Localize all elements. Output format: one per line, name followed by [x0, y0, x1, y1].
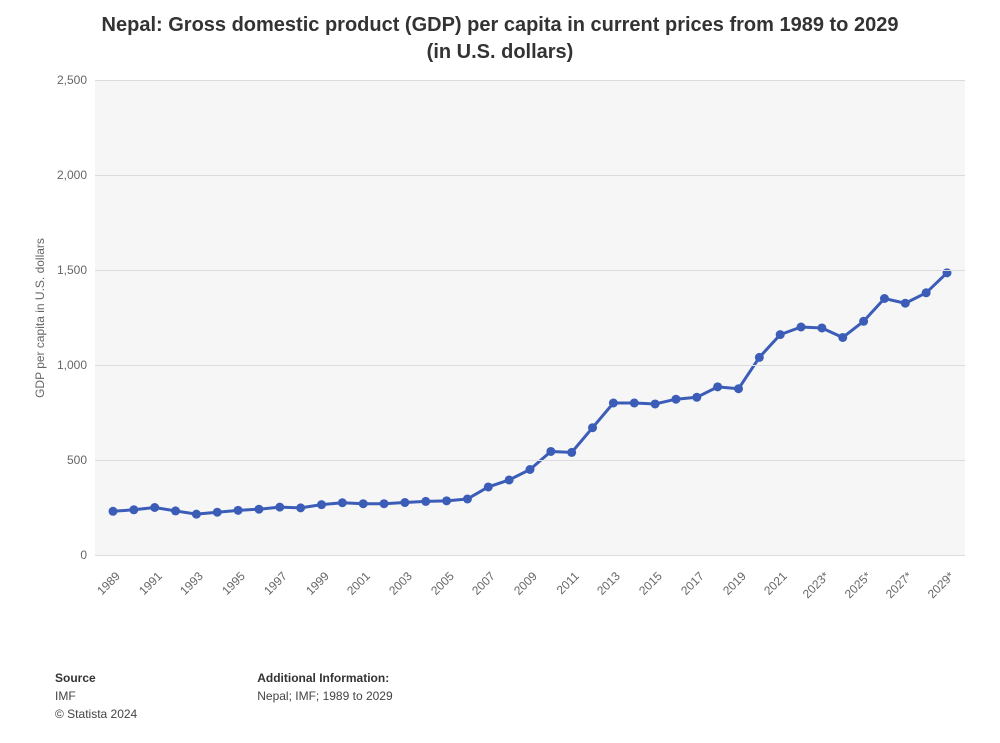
chart-title: Nepal: Gross domestic product (GDP) per … — [0, 0, 1000, 66]
data-point — [817, 323, 826, 332]
gridline — [95, 175, 965, 176]
footer-source-2: © Statista 2024 — [55, 705, 137, 723]
data-point — [129, 505, 138, 514]
data-point — [609, 399, 618, 408]
footer-source-col: Source IMF © Statista 2024 — [55, 669, 137, 723]
data-point — [797, 323, 806, 332]
data-point — [838, 333, 847, 342]
line-layer — [95, 80, 965, 555]
data-point — [484, 482, 493, 491]
data-point — [109, 507, 118, 516]
data-point — [901, 299, 910, 308]
data-point — [588, 423, 597, 432]
data-point — [505, 475, 514, 484]
data-point — [296, 503, 305, 512]
data-point — [317, 500, 326, 509]
data-point — [234, 506, 243, 515]
gridline — [95, 80, 965, 81]
data-point — [526, 465, 535, 474]
data-point — [567, 448, 576, 457]
data-point — [651, 399, 660, 408]
data-point — [880, 294, 889, 303]
chart-area: GDP per capita in U.S. dollars 05001,000… — [95, 80, 965, 555]
y-tick-label: 1,000 — [57, 358, 95, 372]
data-point — [922, 288, 931, 297]
data-point — [380, 499, 389, 508]
data-point — [150, 503, 159, 512]
data-point — [692, 393, 701, 402]
gridline — [95, 270, 965, 271]
y-tick-label: 2,500 — [57, 73, 95, 87]
data-point — [359, 499, 368, 508]
data-point — [859, 317, 868, 326]
y-tick-label: 2,000 — [57, 168, 95, 182]
y-tick-label: 500 — [67, 453, 95, 467]
footer-source-hdr: Source — [55, 669, 137, 687]
data-point — [755, 353, 764, 362]
chart-title-line2: (in U.S. dollars) — [40, 39, 960, 66]
data-point — [630, 399, 639, 408]
data-line — [113, 273, 947, 514]
data-point — [400, 498, 409, 507]
data-point — [254, 505, 263, 514]
footer-source-1: IMF — [55, 687, 137, 705]
footer: Source IMF © Statista 2024 Additional In… — [55, 669, 513, 723]
data-point — [442, 496, 451, 505]
data-point — [671, 395, 680, 404]
chart-title-line1: Nepal: Gross domestic product (GDP) per … — [40, 12, 960, 39]
data-point — [776, 330, 785, 339]
y-axis-title: GDP per capita in U.S. dollars — [33, 238, 47, 398]
y-tick-label: 0 — [80, 548, 95, 562]
data-point — [338, 498, 347, 507]
footer-addl-1: Nepal; IMF; 1989 to 2029 — [257, 687, 392, 705]
data-point — [546, 447, 555, 456]
data-point — [275, 503, 284, 512]
data-point — [171, 506, 180, 515]
gridline — [95, 460, 965, 461]
data-point — [463, 494, 472, 503]
footer-addl-hdr: Additional Information: — [257, 669, 392, 687]
gridline — [95, 365, 965, 366]
y-tick-label: 1,500 — [57, 263, 95, 277]
data-point — [213, 508, 222, 517]
footer-addl-col: Additional Information: Nepal; IMF; 1989… — [257, 669, 392, 723]
data-point — [192, 510, 201, 519]
data-point — [734, 384, 743, 393]
data-point — [713, 382, 722, 391]
data-point — [421, 497, 430, 506]
